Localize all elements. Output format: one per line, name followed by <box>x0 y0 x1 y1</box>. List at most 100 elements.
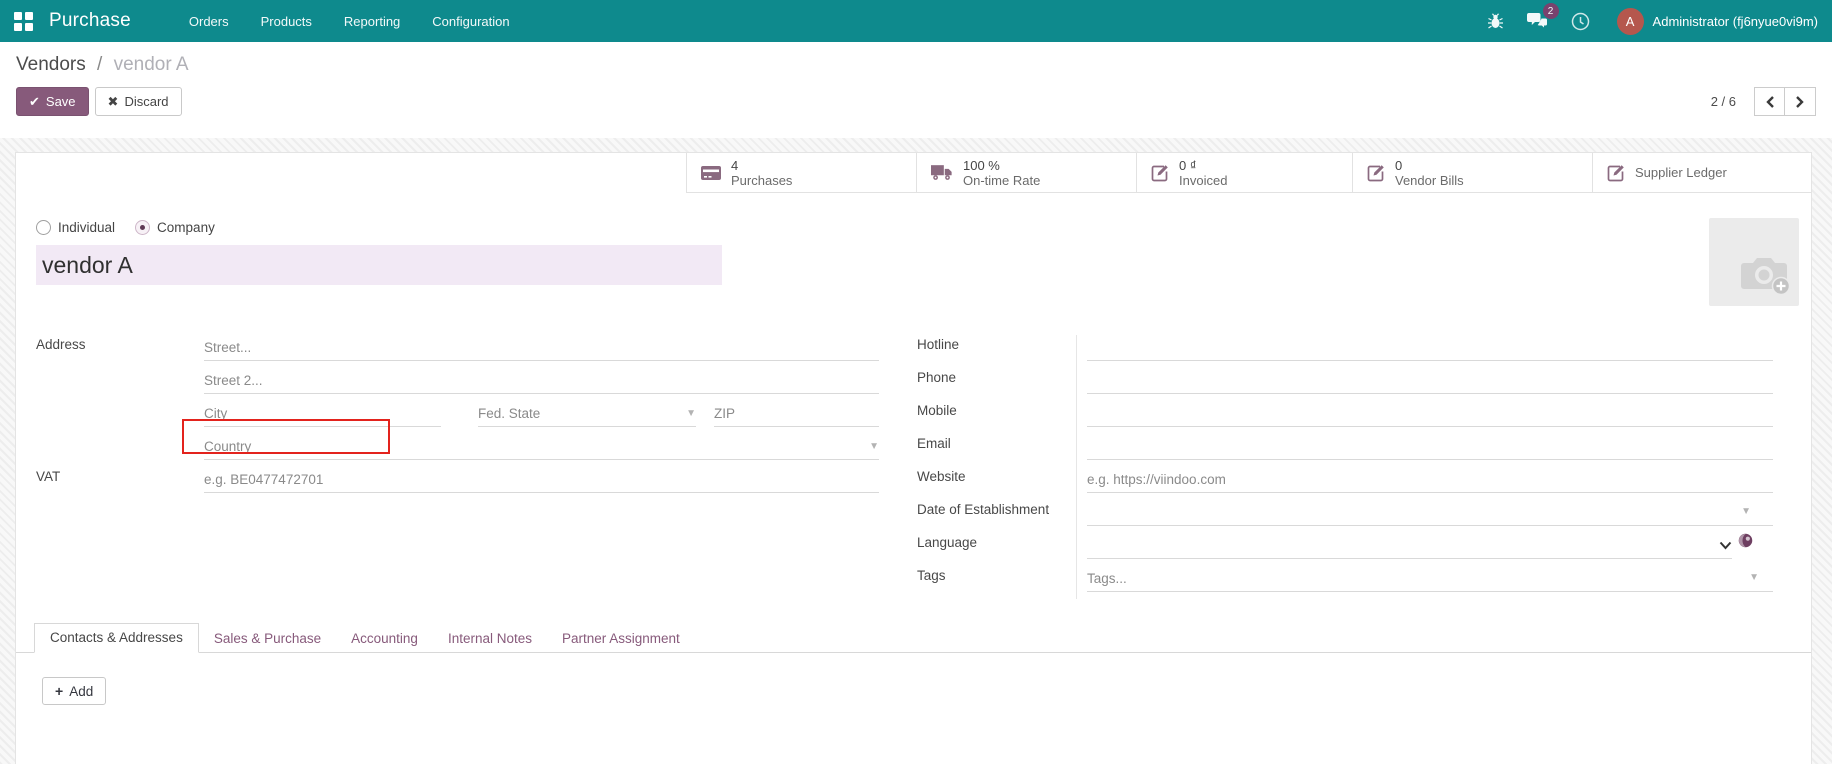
discard-button[interactable]: ✖ Discard <box>94 87 182 116</box>
website-label: Website <box>917 469 966 484</box>
radio-individual[interactable]: Individual <box>36 220 115 235</box>
credit-card-icon <box>701 165 721 180</box>
radio-circle-selected <box>135 220 151 235</box>
chevron-right-icon <box>1796 95 1804 108</box>
purchases-stat-button[interactable]: 4 Purchases <box>686 153 916 193</box>
date-of-establishment-input[interactable] <box>1087 505 1773 520</box>
zip-input[interactable] <box>714 406 879 421</box>
menu-configuration[interactable]: Configuration <box>432 13 510 29</box>
menu-reporting[interactable]: Reporting <box>343 13 401 29</box>
pager-next-button[interactable] <box>1785 87 1816 116</box>
user-menu[interactable]: A Administrator (fj6nyue0vi9m) <box>1616 7 1818 35</box>
chevron-down-icon: ▼ <box>686 408 696 419</box>
tab-accounting[interactable]: Accounting <box>351 631 418 646</box>
vat-label: VAT <box>36 469 61 484</box>
truck-icon <box>931 165 952 180</box>
chevron-down-icon: ▼ <box>869 441 879 452</box>
tab-sales-purchase[interactable]: Sales & Purchase <box>213 631 322 646</box>
vendor-bills-stat-button[interactable]: 0 Vendor Bills <box>1352 153 1592 193</box>
main-menu: Orders Products Reporting Configuration <box>173 2 526 41</box>
hotline-label: Hotline <box>917 337 960 352</box>
notebook-tabs: Contacts & Addresses Sales & Purchase Ac… <box>16 623 1811 653</box>
breadcrumb: Vendors / vendor A <box>16 54 1816 76</box>
chevron-down-icon[interactable] <box>1719 541 1732 550</box>
pager-count: 2 / 6 <box>1710 94 1736 109</box>
navbar-right: 2 A Administrator (fj6nyue0vi9m) <box>1487 3 1818 35</box>
on-time-rate-stat-button[interactable]: 100 % On-time Rate <box>916 153 1136 193</box>
contacts-tab-content: + Add <box>16 653 1811 705</box>
language-select[interactable] <box>1087 538 1719 553</box>
menu-orders[interactable]: Orders <box>188 13 229 29</box>
country-select[interactable] <box>204 439 866 454</box>
radio-company[interactable]: Company <box>135 220 215 235</box>
invoiced-amount: 0 ₫ <box>1179 157 1197 173</box>
add-contact-button[interactable]: + Add <box>42 677 107 705</box>
tags-label: Tags <box>917 568 946 583</box>
messages-icon[interactable]: 2 <box>1526 3 1559 30</box>
tags-input[interactable] <box>1087 571 1773 586</box>
control-panel: Vendors / vendor A ✔ Save ✖ Discard 2 / … <box>0 42 1832 138</box>
debug-bug-icon[interactable] <box>1487 12 1504 30</box>
street2-input[interactable] <box>204 373 879 388</box>
state-select[interactable] <box>478 406 683 421</box>
chevron-down-icon: ▼ <box>1749 572 1759 583</box>
pager-previous-button[interactable] <box>1754 87 1785 116</box>
app-brand[interactable]: Purchase <box>49 10 131 31</box>
chevron-down-icon: ▼ <box>1741 506 1751 517</box>
email-label: Email <box>917 436 951 451</box>
company-type-selector: Individual Company <box>36 219 1811 236</box>
phone-label: Phone <box>917 370 957 385</box>
supplier-ledger-stat-button[interactable]: Supplier Ledger <box>1592 153 1811 193</box>
messages-count-badge: 2 <box>1542 3 1559 19</box>
tab-contacts-addresses[interactable]: Contacts & Addresses <box>34 623 199 653</box>
chevron-left-icon <box>1765 95 1774 108</box>
breadcrumb-separator: / <box>97 54 103 75</box>
form-field-groups: Address <box>36 335 1811 599</box>
x-icon: ✖ <box>107 93 119 109</box>
vat-input[interactable] <box>204 472 879 487</box>
apps-menu-icon[interactable] <box>14 11 33 31</box>
activities-clock-icon[interactable] <box>1571 12 1590 31</box>
contact-group: Hotline Phone Mobile Email Website Date … <box>917 335 1773 599</box>
city-input[interactable] <box>204 406 441 421</box>
record-pager: 2 / 6 <box>1711 87 1816 116</box>
vendor-bills-count: 0 <box>1395 157 1403 173</box>
vendor-form-sheet: 4 Purchases 100 % On-time Rate <box>15 152 1812 764</box>
address-group: Address <box>36 335 879 599</box>
tab-internal-notes[interactable]: Internal Notes <box>447 631 532 646</box>
company-photo-placeholder[interactable] <box>1709 218 1799 306</box>
camera-plus-icon <box>1741 258 1791 296</box>
mobile-label: Mobile <box>917 403 957 418</box>
user-avatar: A <box>1616 7 1644 35</box>
vendor-name-input[interactable] <box>36 245 722 285</box>
globe-icon[interactable] <box>1738 533 1753 548</box>
top-navbar: Purchase Orders Products Reporting Confi… <box>0 0 1832 42</box>
mobile-input[interactable] <box>1087 406 1773 421</box>
breadcrumb-current: vendor A <box>113 54 189 75</box>
user-name: Administrator (fj6nyue0vi9m) <box>1652 13 1818 29</box>
address-label: Address <box>36 337 86 352</box>
contact-fields-column: ▼ <box>1076 335 1773 599</box>
breadcrumb-vendors[interactable]: Vendors <box>16 54 86 75</box>
menu-products[interactable]: Products <box>260 13 312 29</box>
radio-circle-unselected <box>36 220 51 235</box>
phone-input[interactable] <box>1087 373 1773 388</box>
save-button[interactable]: ✔ Save <box>16 87 89 116</box>
tab-partner-assignment[interactable]: Partner Assignment <box>561 631 680 646</box>
hotline-input[interactable] <box>1087 340 1773 355</box>
check-icon: ✔ <box>29 93 40 109</box>
stat-button-box: 4 Purchases 100 % On-time Rate <box>16 153 1811 193</box>
edit-icon <box>1607 164 1624 181</box>
edit-icon <box>1367 164 1384 181</box>
on-time-rate-value: 100 % <box>963 157 1000 173</box>
plus-icon: + <box>55 683 64 699</box>
street-input[interactable] <box>204 340 879 355</box>
form-background: 4 Purchases 100 % On-time Rate <box>0 138 1832 764</box>
edit-icon <box>1151 164 1168 181</box>
language-label: Language <box>917 535 978 550</box>
invoiced-stat-button[interactable]: 0 ₫ Invoiced <box>1136 153 1352 193</box>
purchases-count: 4 <box>731 157 739 173</box>
date-of-establishment-label: Date of Establishment <box>917 502 1050 517</box>
email-input[interactable] <box>1087 439 1773 454</box>
website-input[interactable] <box>1087 472 1773 487</box>
